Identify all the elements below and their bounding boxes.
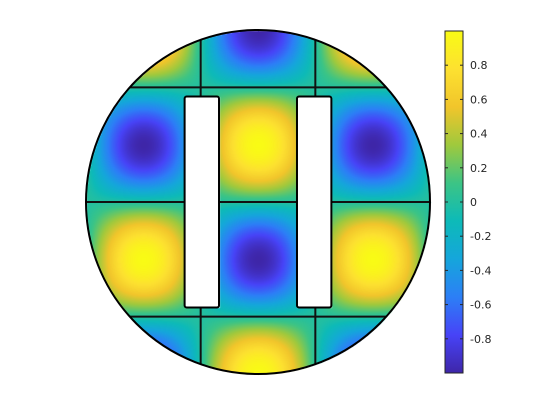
mesh-lines xyxy=(86,39,430,365)
colorbar-tick-label: -0.4 xyxy=(470,264,491,277)
domain-boundary xyxy=(85,29,431,375)
colorbar-tick-label: 0.4 xyxy=(470,128,488,141)
colorbar-tick-label: 0.2 xyxy=(470,162,488,175)
colorbar-ticks: 0.8 0.6 0.4 0.2 0 -0.2 -0.4 -0.6 -0.8 xyxy=(445,59,491,346)
colorbar-tick-label: -0.6 xyxy=(470,299,491,312)
colorbar-tick-label: -0.8 xyxy=(470,333,491,346)
colorbar-tick-label: 0.8 xyxy=(470,59,488,72)
colorbar: 0.8 0.6 0.4 0.2 0 -0.2 -0.4 -0.6 -0.8 xyxy=(444,30,491,374)
domain-hole-1 xyxy=(295,95,333,309)
domain-holes xyxy=(183,95,333,309)
colorbar-tick-label: 0 xyxy=(470,196,477,209)
colorbar-tick-label: -0.2 xyxy=(470,230,491,243)
domain-hole-0 xyxy=(183,95,221,309)
colorbar-tick-label: 0.6 xyxy=(470,93,488,106)
